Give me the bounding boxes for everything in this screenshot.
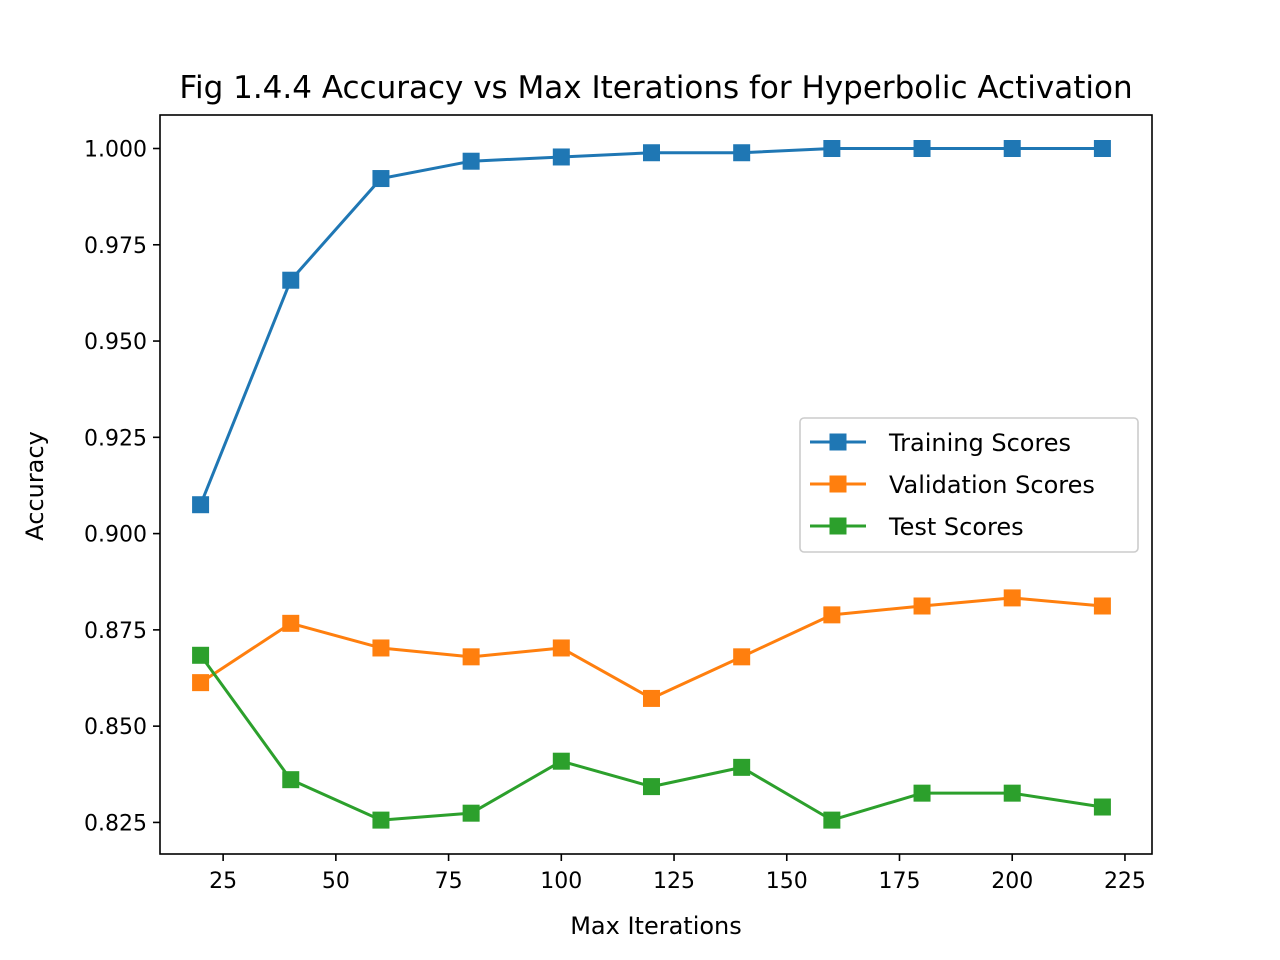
series-1-point-3	[462, 648, 480, 666]
series-1-point-4	[552, 639, 570, 657]
y-tick-label-0.825: 0.825	[84, 811, 147, 836]
series-1-point-2	[372, 639, 390, 657]
series-0-point-2	[372, 170, 390, 188]
series-1-point-5	[642, 689, 660, 707]
x-tick-label-225: 225	[1104, 869, 1146, 894]
series-0-point-5	[642, 144, 660, 162]
series-1-point-9	[1003, 589, 1021, 607]
chart-title: Fig 1.4.4 Accuracy vs Max Iterations for…	[179, 70, 1132, 106]
y-axis-label: Accuracy	[21, 431, 49, 541]
series-2-point-9	[1003, 784, 1021, 802]
legend-marker-0	[829, 433, 847, 451]
series-2-point-7	[823, 811, 841, 829]
series-0-point-0	[192, 496, 210, 514]
series-1-point-6	[733, 648, 751, 666]
legend-label-2: Test Scores	[888, 513, 1024, 541]
y-tick-label-0.95: 0.950	[84, 330, 147, 355]
x-tick-label-150: 150	[766, 869, 808, 894]
series-1-point-10	[1093, 597, 1111, 615]
series-2-point-3	[462, 804, 480, 822]
legend-label-0: Training Scores	[888, 429, 1071, 457]
series-2-point-0	[192, 646, 210, 664]
legend-marker-2	[829, 517, 847, 535]
series-1-point-8	[913, 597, 931, 615]
series-0-point-8	[913, 140, 931, 158]
legend: Training Scores Validation Scores Test Sco…	[799, 417, 1139, 553]
series-1-point-0	[192, 674, 210, 692]
x-tick-label-75: 75	[435, 869, 463, 894]
series-2-point-8	[913, 784, 931, 802]
series-0-point-10	[1093, 140, 1111, 158]
x-axis-label: Max Iterations	[570, 912, 742, 940]
x-tick-label-100: 100	[540, 869, 582, 894]
y-tick-label-0.925: 0.925	[84, 426, 147, 451]
x-tick-label-125: 125	[653, 869, 695, 894]
x-tick-label-50: 50	[322, 869, 350, 894]
x-tick-label-175: 175	[878, 869, 920, 894]
series-0-point-6	[733, 144, 751, 162]
x-tick-label-200: 200	[991, 869, 1033, 894]
axes-frame	[159, 114, 1153, 855]
series-2-point-1	[282, 771, 300, 789]
series-1-point-1	[282, 614, 300, 632]
series-0-point-4	[552, 148, 570, 166]
y-tick-label-0.9: 0.900	[84, 523, 147, 548]
legend-box	[799, 417, 1139, 553]
series-2-point-2	[372, 811, 390, 829]
series-2-point-6	[733, 758, 751, 776]
series-1-point-7	[823, 606, 841, 624]
x-tick-label-25: 25	[209, 869, 237, 894]
series-0-point-9	[1003, 140, 1021, 158]
legend-label-1: Validation Scores	[889, 471, 1095, 499]
series-0-point-1	[282, 271, 300, 289]
y-tick-label-0.875: 0.875	[84, 619, 147, 644]
series-0-point-7	[823, 140, 841, 158]
y-tick-label-1: 1.000	[84, 138, 147, 163]
series-2-point-5	[642, 778, 660, 796]
series-0-point-3	[462, 152, 480, 170]
y-tick-label-0.975: 0.975	[84, 234, 147, 259]
legend-marker-1	[829, 475, 847, 493]
series-2-point-10	[1093, 798, 1111, 816]
series-2-point-4	[552, 752, 570, 770]
y-tick-label-0.85: 0.850	[84, 715, 147, 740]
